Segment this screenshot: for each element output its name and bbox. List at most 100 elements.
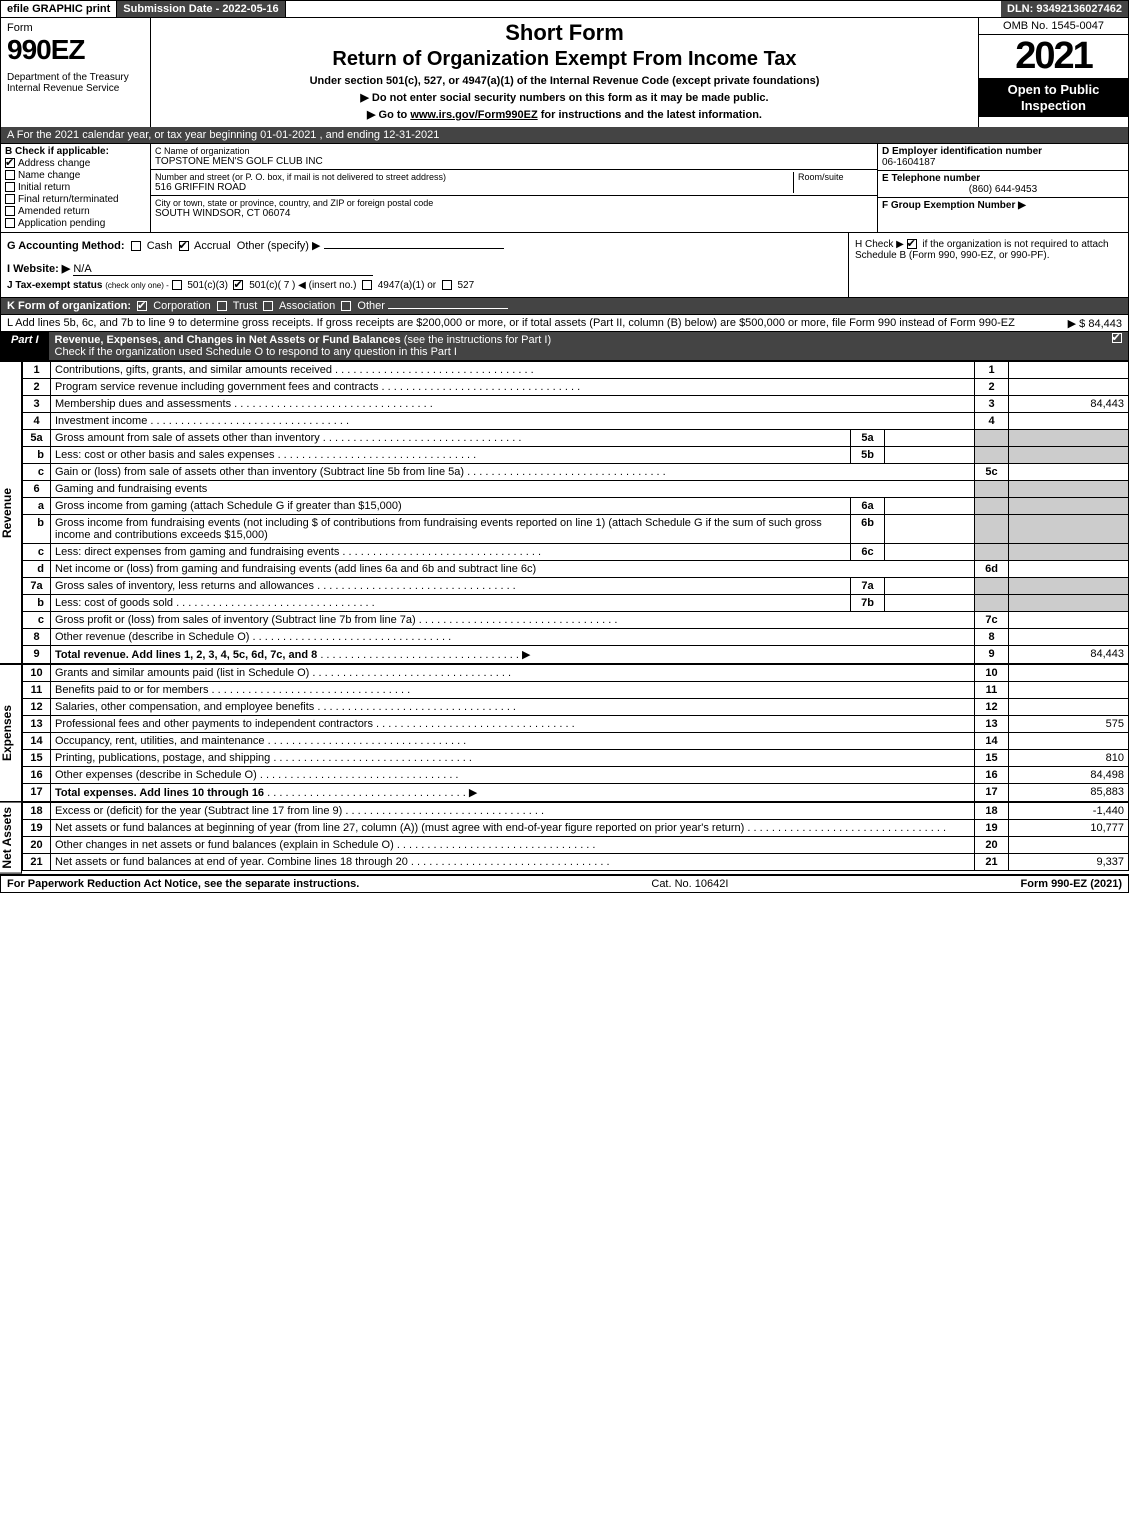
checkbox-icon[interactable] [131,241,141,251]
part1-subtitle: Check if the organization used Schedule … [55,346,457,358]
chk-address-change[interactable]: Address change [5,158,146,169]
line-5a: 5aGross amount from sale of assets other… [23,430,1129,447]
row-a: A For the 2021 calendar year, or tax yea… [0,127,1129,144]
c-name-row: C Name of organization TOPSTONE MEN'S GO… [151,144,877,170]
checkbox-icon[interactable] [362,280,372,290]
g-other-blank[interactable] [324,248,504,249]
j-label: J Tax-exempt status [7,280,102,291]
checkbox-icon[interactable] [172,280,182,290]
revenue-vert-label: Revenue [0,361,22,664]
header-left: Form 990EZ Department of the Treasury In… [1,18,151,127]
b-label: B Check if applicable: [5,146,146,157]
l-amount: ▶ $ 84,443 [1068,317,1122,330]
d-ein-row: D Employer identification number 06-1604… [878,144,1128,171]
phone-label: E Telephone number [882,173,1124,184]
checkbox-icon [1112,333,1122,343]
chk-label: Application pending [18,218,105,229]
line-7c: cGross profit or (loss) from sales of in… [23,612,1129,629]
under-section: Under section 501(c), 527, or 4947(a)(1)… [157,75,972,87]
checkbox-icon [5,158,15,168]
chk-application-pending[interactable]: Application pending [5,218,146,229]
omb-number: OMB No. 1545-0047 [979,18,1128,35]
form-header: Form 990EZ Department of the Treasury In… [0,18,1129,127]
chk-amended-return[interactable]: Amended return [5,206,146,217]
k-assoc: Association [279,300,335,312]
checkbox-icon[interactable] [341,301,351,311]
k-other: Other [357,300,385,312]
f-group-row: F Group Exemption Number ▶ [878,198,1128,213]
chk-label: Initial return [18,182,70,193]
line-10: 10Grants and similar amounts paid (list … [23,665,1129,682]
part1-header: Part I Revenue, Expenses, and Changes in… [0,332,1129,361]
checkbox-icon[interactable] [179,241,189,251]
no-ssn-line: ▶ Do not enter social security numbers o… [157,91,972,104]
k-other-blank[interactable] [388,308,508,309]
part1-check[interactable] [1108,332,1128,360]
department: Department of the Treasury Internal Reve… [7,72,144,94]
line-5c: cGain or (loss) from sale of assets othe… [23,464,1129,481]
chk-label: Address change [18,158,90,169]
line-6d: dNet income or (loss) from gaming and fu… [23,561,1129,578]
checkbox-icon[interactable] [137,301,147,311]
line-14: 14Occupancy, rent, utilities, and mainte… [23,733,1129,750]
netassets-table: 18Excess or (deficit) for the year (Subt… [22,802,1129,871]
inspection-label: Open to Public Inspection [979,78,1128,117]
footer-cat: Cat. No. 10642I [359,878,1020,890]
expenses-vert-label: Expenses [0,664,22,802]
checkbox-icon[interactable] [233,280,243,290]
ein-label: D Employer identification number [882,146,1124,157]
top-bar-spacer [286,1,1001,17]
header-right: OMB No. 1545-0047 2021 Open to Public In… [978,18,1128,127]
checkbox-icon[interactable] [263,301,273,311]
chk-label: Name change [18,170,80,181]
row-gh: G Accounting Method: Cash Accrual Other … [0,233,1129,298]
expenses-table: 10Grants and similar amounts paid (list … [22,664,1129,802]
row-g: G Accounting Method: Cash Accrual Other … [1,233,848,297]
ein-value: 06-1604187 [882,157,1124,168]
footer-right: Form 990-EZ (2021) [1021,878,1122,890]
checkbox-icon [5,182,15,192]
chk-initial-return[interactable]: Initial return [5,182,146,193]
c-city-row: City or town, state or province, country… [151,196,877,221]
c-name-label: C Name of organization [155,146,873,156]
footer-left: For Paperwork Reduction Act Notice, see … [7,878,359,890]
goto-url[interactable]: www.irs.gov/Form990EZ [410,109,537,121]
efile-label: efile GRAPHIC print [1,1,117,17]
part1-title-bold: Revenue, Expenses, and Changes in Net As… [55,334,401,346]
line-3: 3Membership dues and assessments384,443 [23,396,1129,413]
g-label: G Accounting Method: [7,240,125,252]
website-value: N/A [73,263,373,276]
h-text: H Check ▶ [855,239,904,250]
return-title: Return of Organization Exempt From Incom… [157,48,972,71]
line-6b: bGross income from fundraising events (n… [23,515,1129,544]
org-name: TOPSTONE MEN'S GOLF CLUB INC [155,156,873,167]
line-6a: aGross income from gaming (attach Schedu… [23,498,1129,515]
submission-date: Submission Date - 2022-05-16 [117,1,285,17]
line-6c: cLess: direct expenses from gaming and f… [23,544,1129,561]
chk-name-change[interactable]: Name change [5,170,146,181]
part1-label: Part I [1,332,49,360]
checkbox-icon[interactable] [217,301,227,311]
tax-year: 2021 [979,35,1128,78]
checkbox-icon[interactable] [442,280,452,290]
line-4: 4Investment income4 [23,413,1129,430]
line-11: 11Benefits paid to or for members11 [23,682,1129,699]
header-center: Short Form Return of Organization Exempt… [151,18,978,127]
c-addr-label: Number and street (or P. O. box, if mail… [155,172,793,182]
col-c: C Name of organization TOPSTONE MEN'S GO… [151,144,878,232]
short-form-title: Short Form [157,20,972,46]
revenue-table: 1Contributions, gifts, grants, and simil… [22,361,1129,664]
line-13: 13Professional fees and other payments t… [23,716,1129,733]
line-2: 2Program service revenue including gover… [23,379,1129,396]
col-b: B Check if applicable: Address change Na… [1,144,151,232]
line-12: 12Salaries, other compensation, and empl… [23,699,1129,716]
chk-final-return[interactable]: Final return/terminated [5,194,146,205]
netassets-vert-label: Net Assets [0,802,22,874]
dln: DLN: 93492136027462 [1001,1,1128,17]
checkbox-icon[interactable] [907,239,917,249]
e-phone-row: E Telephone number (860) 644-9453 [878,171,1128,198]
line-9: 9Total revenue. Add lines 1, 2, 3, 4, 5c… [23,646,1129,664]
org-address: 516 GRIFFIN ROAD [155,182,793,193]
checkbox-icon [5,194,15,204]
form-word: Form [7,22,144,34]
